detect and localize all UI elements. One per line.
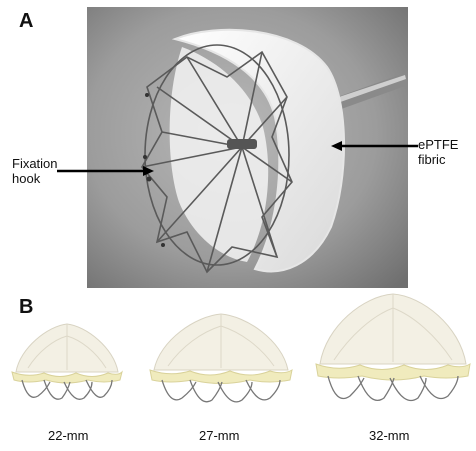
size-label-32mm: 32-mm bbox=[369, 428, 410, 443]
fixation-hooks bbox=[143, 93, 165, 247]
eptfe-fabric bbox=[169, 28, 345, 273]
hub-screw bbox=[227, 139, 257, 149]
device-photo-a bbox=[87, 7, 408, 288]
eptfe-label: ePTFE fibric bbox=[418, 137, 459, 167]
device-27mm bbox=[149, 313, 293, 403]
device-22mm bbox=[11, 323, 123, 400]
panel-b-letter: B bbox=[19, 296, 34, 318]
fixation-hook-label: Fixation hook bbox=[12, 156, 58, 186]
panel-a-letter: A bbox=[19, 10, 34, 32]
device-32mm bbox=[315, 293, 471, 402]
size-label-22mm: 22-mm bbox=[48, 428, 89, 443]
eptfe-arrow bbox=[331, 141, 418, 151]
fixation-hook-arrow bbox=[57, 166, 154, 176]
size-label-27mm: 27-mm bbox=[199, 428, 240, 443]
